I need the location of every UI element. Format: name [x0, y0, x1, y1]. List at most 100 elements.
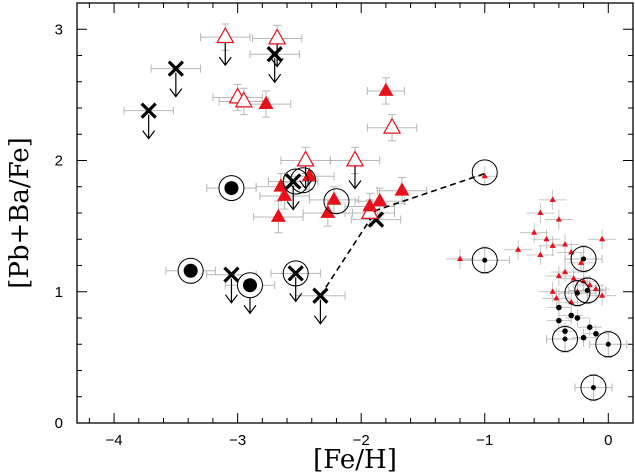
small-triangle-marker — [577, 259, 585, 265]
y-axis-label: [Pb+Ba/Fe] — [5, 137, 35, 289]
circle-ring-marker — [580, 374, 607, 401]
circle-ring-marker — [471, 247, 498, 274]
small-triangle-marker — [598, 235, 606, 242]
cross-marker — [312, 287, 329, 304]
upper-limit-arrow — [286, 185, 300, 211]
filled-triangle-marker — [394, 182, 410, 196]
dot-marker — [482, 257, 488, 263]
circle-ring-marker — [595, 331, 622, 358]
small-triangle-marker — [456, 255, 464, 261]
small-triangle-marker — [537, 251, 544, 258]
dot-marker — [605, 341, 611, 347]
x-tick-label: −4 — [106, 432, 123, 449]
x-tick-label: 0 — [604, 432, 612, 449]
dot-marker — [568, 312, 575, 319]
arrow-head — [224, 294, 238, 304]
dot-marker — [574, 290, 580, 296]
y-tick-label: 3 — [55, 21, 63, 38]
cross-marker — [140, 102, 157, 119]
filled-circle-marker — [224, 181, 239, 196]
cross-marker — [285, 173, 302, 190]
cross-marker — [223, 266, 240, 283]
x-tick-label: −2 — [353, 432, 370, 449]
cross-marker — [167, 60, 184, 77]
open-triangle-marker — [268, 28, 287, 45]
open-triangle-marker — [296, 150, 315, 167]
small-triangle-marker — [561, 268, 569, 275]
small-triangle-marker — [555, 272, 562, 279]
small-triangle-marker — [568, 298, 575, 305]
x-tick-label: −3 — [229, 432, 246, 449]
open-circle-marker — [323, 188, 350, 215]
small-triangle-marker — [555, 216, 562, 222]
small-triangle-marker — [537, 209, 544, 216]
small-triangle-marker — [570, 275, 577, 281]
dot-marker — [586, 324, 593, 330]
open-triangle-marker — [345, 150, 365, 167]
circle-ring-marker — [552, 326, 579, 352]
dot-marker — [590, 385, 596, 391]
open-triangle-marker — [234, 91, 253, 108]
cross-marker — [287, 265, 304, 282]
data-point-layer — [140, 26, 622, 401]
upper-limit-arrow — [169, 72, 183, 98]
small-triangle-marker — [592, 285, 600, 292]
upper-limit-arrow — [270, 42, 284, 68]
small-triangle-marker — [514, 246, 522, 252]
upper-limit-arrow — [313, 299, 327, 325]
x-axis-label: [Fe/H] — [313, 445, 397, 475]
open-triangle-marker — [382, 117, 402, 134]
dot-marker — [556, 317, 562, 324]
open-circle-marker — [282, 168, 309, 195]
axes-layer: −4 −3 −2 −1 0 0 1 2 3 — [55, 2, 634, 449]
dot-marker — [593, 330, 599, 337]
small-triangle-marker — [531, 229, 538, 235]
cross-marker — [266, 46, 283, 63]
small-triangle-marker — [549, 242, 556, 248]
arrow-head — [142, 130, 156, 140]
dot-marker — [581, 256, 587, 262]
dot-marker — [580, 334, 587, 341]
error-bar-layer — [123, 23, 628, 402]
open-triangle-marker — [216, 26, 235, 44]
dot-marker — [556, 304, 562, 311]
upper-limit-arrow — [348, 164, 362, 190]
arrow-head — [313, 315, 327, 325]
small-triangle-marker — [598, 292, 606, 298]
filled-triangle-marker — [258, 95, 274, 109]
open-circle-marker — [290, 167, 317, 194]
filled-triangle-marker — [378, 82, 394, 96]
circle-ring-marker — [564, 280, 591, 307]
filled-circle-marker — [242, 278, 257, 293]
x-tick-label: −1 — [476, 432, 493, 449]
arrow-head — [289, 293, 303, 303]
upper-limit-arrow — [218, 41, 232, 67]
dot-marker — [574, 315, 581, 321]
dot-marker — [584, 287, 590, 293]
circle-ring-marker — [570, 245, 597, 272]
filled-triangle-marker — [270, 208, 286, 222]
small-triangle-marker — [561, 240, 569, 247]
small-triangle-marker — [549, 196, 556, 202]
circle-ring-marker — [574, 277, 601, 304]
upper-limit-arrow — [268, 58, 282, 84]
arrow-head — [348, 180, 362, 190]
filled-triangle-marker — [326, 191, 342, 205]
filled-circle-marker — [183, 263, 198, 278]
small-triangle-marker — [543, 235, 550, 242]
small-triangle-marker — [586, 281, 593, 288]
small-triangle-marker — [549, 288, 556, 294]
open-circle-marker — [471, 159, 498, 186]
arrow-head — [169, 88, 183, 98]
y-tick-label: 1 — [55, 284, 63, 301]
filled-triangle-marker — [372, 192, 388, 207]
open-circle-marker — [282, 260, 309, 287]
arrow-head — [268, 73, 282, 84]
dot-marker — [562, 328, 568, 334]
filled-triangle-marker — [320, 204, 336, 218]
dot-marker — [562, 336, 568, 342]
upper-limit-arrow — [289, 277, 303, 303]
small-triangle-marker — [553, 294, 560, 301]
